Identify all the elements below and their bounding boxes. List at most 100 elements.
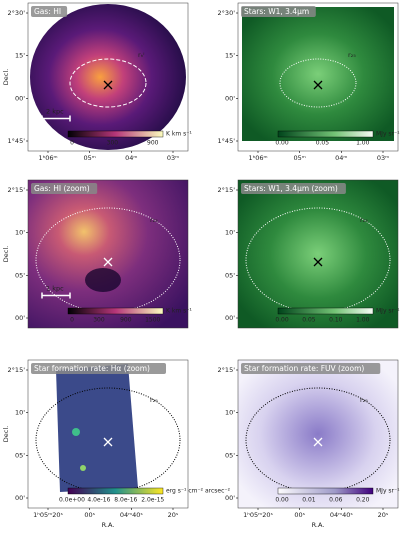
colorbar-tick-label: 4.0e-16: [87, 497, 110, 504]
colorbar-tick-label: 0.00: [275, 317, 289, 324]
y-tick-label: 2°15': [8, 186, 26, 194]
y-tick-label: 10': [225, 229, 235, 237]
colorbar: [67, 487, 164, 495]
y-tick-label: 00': [225, 494, 235, 502]
colorbar-tick-label: 1500: [145, 317, 160, 324]
title-box: [31, 363, 166, 374]
ellipse-label: r₂₅: [348, 51, 356, 59]
colorbar: [277, 487, 374, 495]
y-tick-label: 00': [225, 94, 235, 102]
y-tick-label: 00': [225, 314, 235, 322]
x-tick-label: 04ᵐ40ˢ: [330, 511, 354, 519]
y-axis-label: Decl.: [2, 426, 10, 442]
y-tick-label: 05': [15, 451, 25, 459]
y-tick-label: 00': [15, 314, 25, 322]
ellipse-label: r₂₅: [360, 216, 368, 224]
ellipse-label: r₂₅: [150, 216, 158, 224]
hi-zoom-map: [27, 179, 189, 329]
colorbar-unit: erg s⁻¹ cm⁻² arcsec⁻²: [166, 488, 231, 495]
x-tick-label: 1ʰ05ᵐ20ˢ: [33, 511, 63, 519]
y-tick-label: 15': [225, 52, 235, 60]
y-tick-label: 1°45': [8, 137, 26, 145]
title-box: [31, 183, 98, 194]
y-tick-label: 2°30': [218, 9, 236, 17]
colorbar: [277, 307, 374, 315]
y-tick-label: 2°15': [218, 366, 236, 374]
y-tick-label: 15': [15, 52, 25, 60]
ellipse-label: rₕᴵ: [138, 51, 145, 59]
x-tick-label: 05ᵐ: [84, 154, 96, 162]
y-tick-label: 2°15': [218, 186, 236, 194]
r25-ellipse: [279, 58, 357, 108]
fuv-zoom-map: [237, 359, 399, 509]
x-tick-label: 00ˢ: [84, 511, 95, 519]
colorbar-tick-label: 0.00: [275, 140, 289, 147]
colorbar-tick-label: 1.00: [356, 140, 370, 147]
colorbar-unit: K km s⁻¹: [166, 131, 192, 138]
center-cross: [313, 257, 323, 267]
colorbar-tick-label: 0.05: [302, 317, 316, 324]
x-axis-label: R.A.: [312, 521, 325, 529]
x-tick-label: 03ᵐ: [167, 154, 179, 162]
x-tick-label: 03ᵐ: [377, 154, 389, 162]
halpha-knot: [72, 428, 80, 436]
hi-map: [30, 4, 186, 150]
halpha-knot: [80, 465, 86, 471]
panel-title: Star formation rate: FUV (zoom): [244, 364, 364, 373]
colorbar-tick-label: 900: [147, 140, 159, 147]
y-tick-label: 10': [225, 409, 235, 417]
x-tick-label: 20ˢ: [168, 511, 179, 519]
colorbar-tick-label: 0: [70, 317, 74, 324]
scale-bar: [41, 292, 71, 299]
x-tick-label: 04ᵐ: [125, 154, 137, 162]
colorbar-tick-label: 900: [120, 317, 132, 324]
scale-label: 1 kpc: [46, 284, 64, 292]
x-tick-label: 20ˢ: [378, 511, 389, 519]
scale-bar: [41, 115, 71, 122]
colorbar-unit: MJy sr⁻¹: [376, 308, 400, 315]
x-tick-label: 00ˢ: [294, 511, 305, 519]
colorbar-tick-label: 0.06: [329, 497, 343, 504]
halpha-map: [56, 364, 138, 492]
x-tick-label: 04ᵐ40ˢ: [120, 511, 144, 519]
w1-map-data: [242, 7, 394, 141]
ellipse-label: r₂₅: [150, 396, 158, 404]
title-box: [241, 183, 346, 194]
colorbar-tick-label: 0.20: [356, 497, 370, 504]
y-tick-label: 05': [225, 451, 235, 459]
colorbar: [67, 307, 164, 315]
colorbar-tick-label: 0.10: [329, 317, 343, 324]
hi-hole: [85, 268, 121, 292]
x-tick-label: 1ʰ06ᵐ: [38, 154, 57, 162]
y-tick-label: 10': [15, 409, 25, 417]
colorbar: [277, 130, 374, 138]
panel-title: Stars: W1, 3.4μm: [244, 7, 309, 16]
panel-title: Gas: HI (zoom): [34, 184, 90, 193]
colorbar-tick-label: 0.0e+00: [59, 497, 85, 504]
center-cross: [103, 437, 113, 447]
x-axis-label: R.A.: [102, 521, 115, 529]
colorbar-tick-label: 0.00: [275, 497, 289, 504]
y-tick-label: 00': [15, 494, 25, 502]
x-tick-label: 04ᵐ: [335, 154, 347, 162]
y-tick-label: 2°15': [8, 366, 26, 374]
colorbar-tick-label: 2.0e-15: [141, 497, 164, 504]
title-box: [241, 363, 381, 374]
r25-ellipse: [69, 58, 147, 108]
colorbar-tick-label: 1.00: [356, 317, 370, 324]
x-tick-label: 1ʰ06ᵐ: [248, 154, 267, 162]
y-tick-label: 2°30': [8, 9, 26, 17]
y-tick-label: 05': [15, 271, 25, 279]
colorbar-tick-label: 0: [70, 140, 74, 147]
y-axis-label: Decl.: [2, 69, 10, 85]
center-cross: [103, 257, 113, 267]
y-tick-label: 00': [15, 94, 25, 102]
panel-title: Gas: HI: [34, 7, 61, 16]
colorbar-tick-label: 300: [93, 317, 105, 324]
colorbar-tick-label: 0.05: [316, 140, 330, 147]
ellipse-label: r₂₅: [360, 396, 368, 404]
center-cross: [103, 80, 113, 90]
y-tick-label: 10': [15, 229, 25, 237]
center-cross: [313, 437, 323, 447]
